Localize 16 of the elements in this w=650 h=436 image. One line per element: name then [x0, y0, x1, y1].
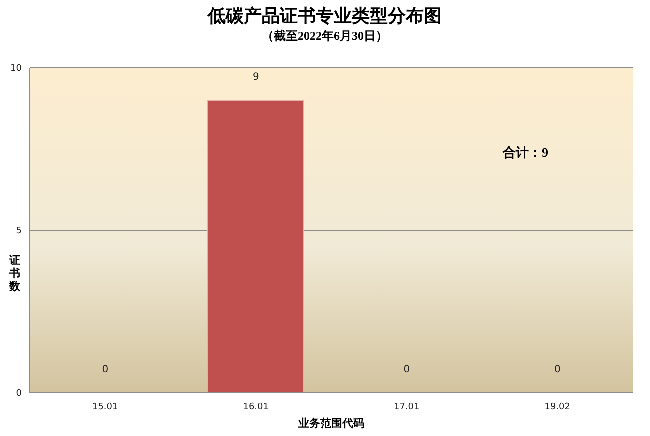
x-tick-label: 19.02	[544, 402, 571, 412]
annotation: 合计：9	[503, 145, 548, 161]
data-label: 0	[102, 364, 109, 376]
data-label: 0	[554, 364, 561, 376]
x-tick-label: 17.01	[394, 402, 420, 412]
y-axis-title: 证书数	[9, 255, 21, 294]
chart-title: 低碳产品证书专业类型分布图	[206, 5, 443, 27]
y-tick-label: 5	[16, 226, 22, 237]
x-axis-title: 业务范围代码	[298, 417, 366, 431]
chart-subtitle: （截至2022年6月30日）	[261, 29, 389, 44]
x-tick-label: 15.01	[92, 402, 118, 412]
data-label: 9	[252, 72, 260, 84]
x-tick-label: 16.01	[243, 402, 270, 412]
y-tick-label: 10	[10, 64, 22, 74]
data-label: 0	[404, 364, 410, 376]
y-tick-label: 0	[16, 389, 22, 400]
